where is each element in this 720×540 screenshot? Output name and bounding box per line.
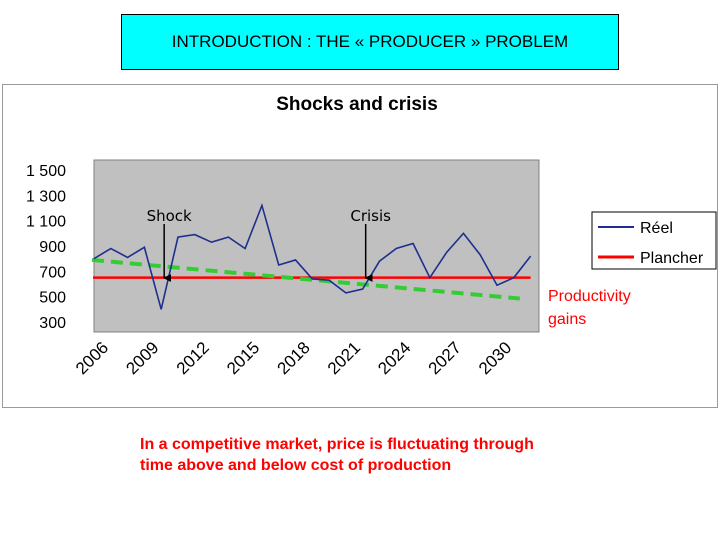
legend-label-plancher: Plancher	[640, 250, 704, 267]
y-tick-label: 1 100	[26, 214, 66, 231]
x-tick-label: 2021	[324, 338, 364, 378]
trend-label-line2: gains	[548, 311, 586, 328]
trend-label: Productivity gains	[548, 288, 635, 328]
legend-label-reel: Réel	[640, 220, 673, 237]
y-tick-label: 1 300	[26, 188, 66, 205]
x-tick-label: 2027	[425, 338, 465, 378]
annotation-shock: Shock	[147, 207, 192, 225]
caption: In a competitive market, price is fluctu…	[140, 434, 620, 476]
y-tick-label: 500	[39, 290, 66, 307]
trend-line	[91, 257, 520, 301]
chart-title: Shocks and crisis	[276, 94, 438, 115]
x-tick-label: 2018	[274, 338, 314, 378]
y-tick-label: 900	[39, 239, 66, 256]
caption-line-1: In a competitive market, price is fluctu…	[140, 436, 534, 453]
plot-area	[93, 159, 540, 333]
series-line-reel	[93, 202, 532, 310]
chart-legend: Réel Plancher	[591, 211, 717, 270]
trend-label-line1: Productivity	[548, 288, 631, 305]
x-tick-label: 2012	[173, 338, 213, 378]
slide-title: INTRODUCTION : THE « PRODUCER » PROBLEM	[121, 14, 619, 70]
x-tick-label: 2006	[72, 338, 112, 378]
x-tick-label: 2009	[122, 338, 162, 378]
y-tick-label: 1 500	[26, 163, 66, 180]
y-tick-label: 700	[39, 264, 66, 281]
y-tick-label: 300	[39, 315, 66, 332]
x-tick-label: 2024	[374, 338, 414, 378]
x-tick-label: 2015	[223, 338, 263, 378]
annotation-crisis: Crisis	[350, 207, 391, 225]
caption-line-2: time above and below cost of production	[140, 457, 452, 474]
x-tick-label: 2030	[475, 338, 515, 378]
